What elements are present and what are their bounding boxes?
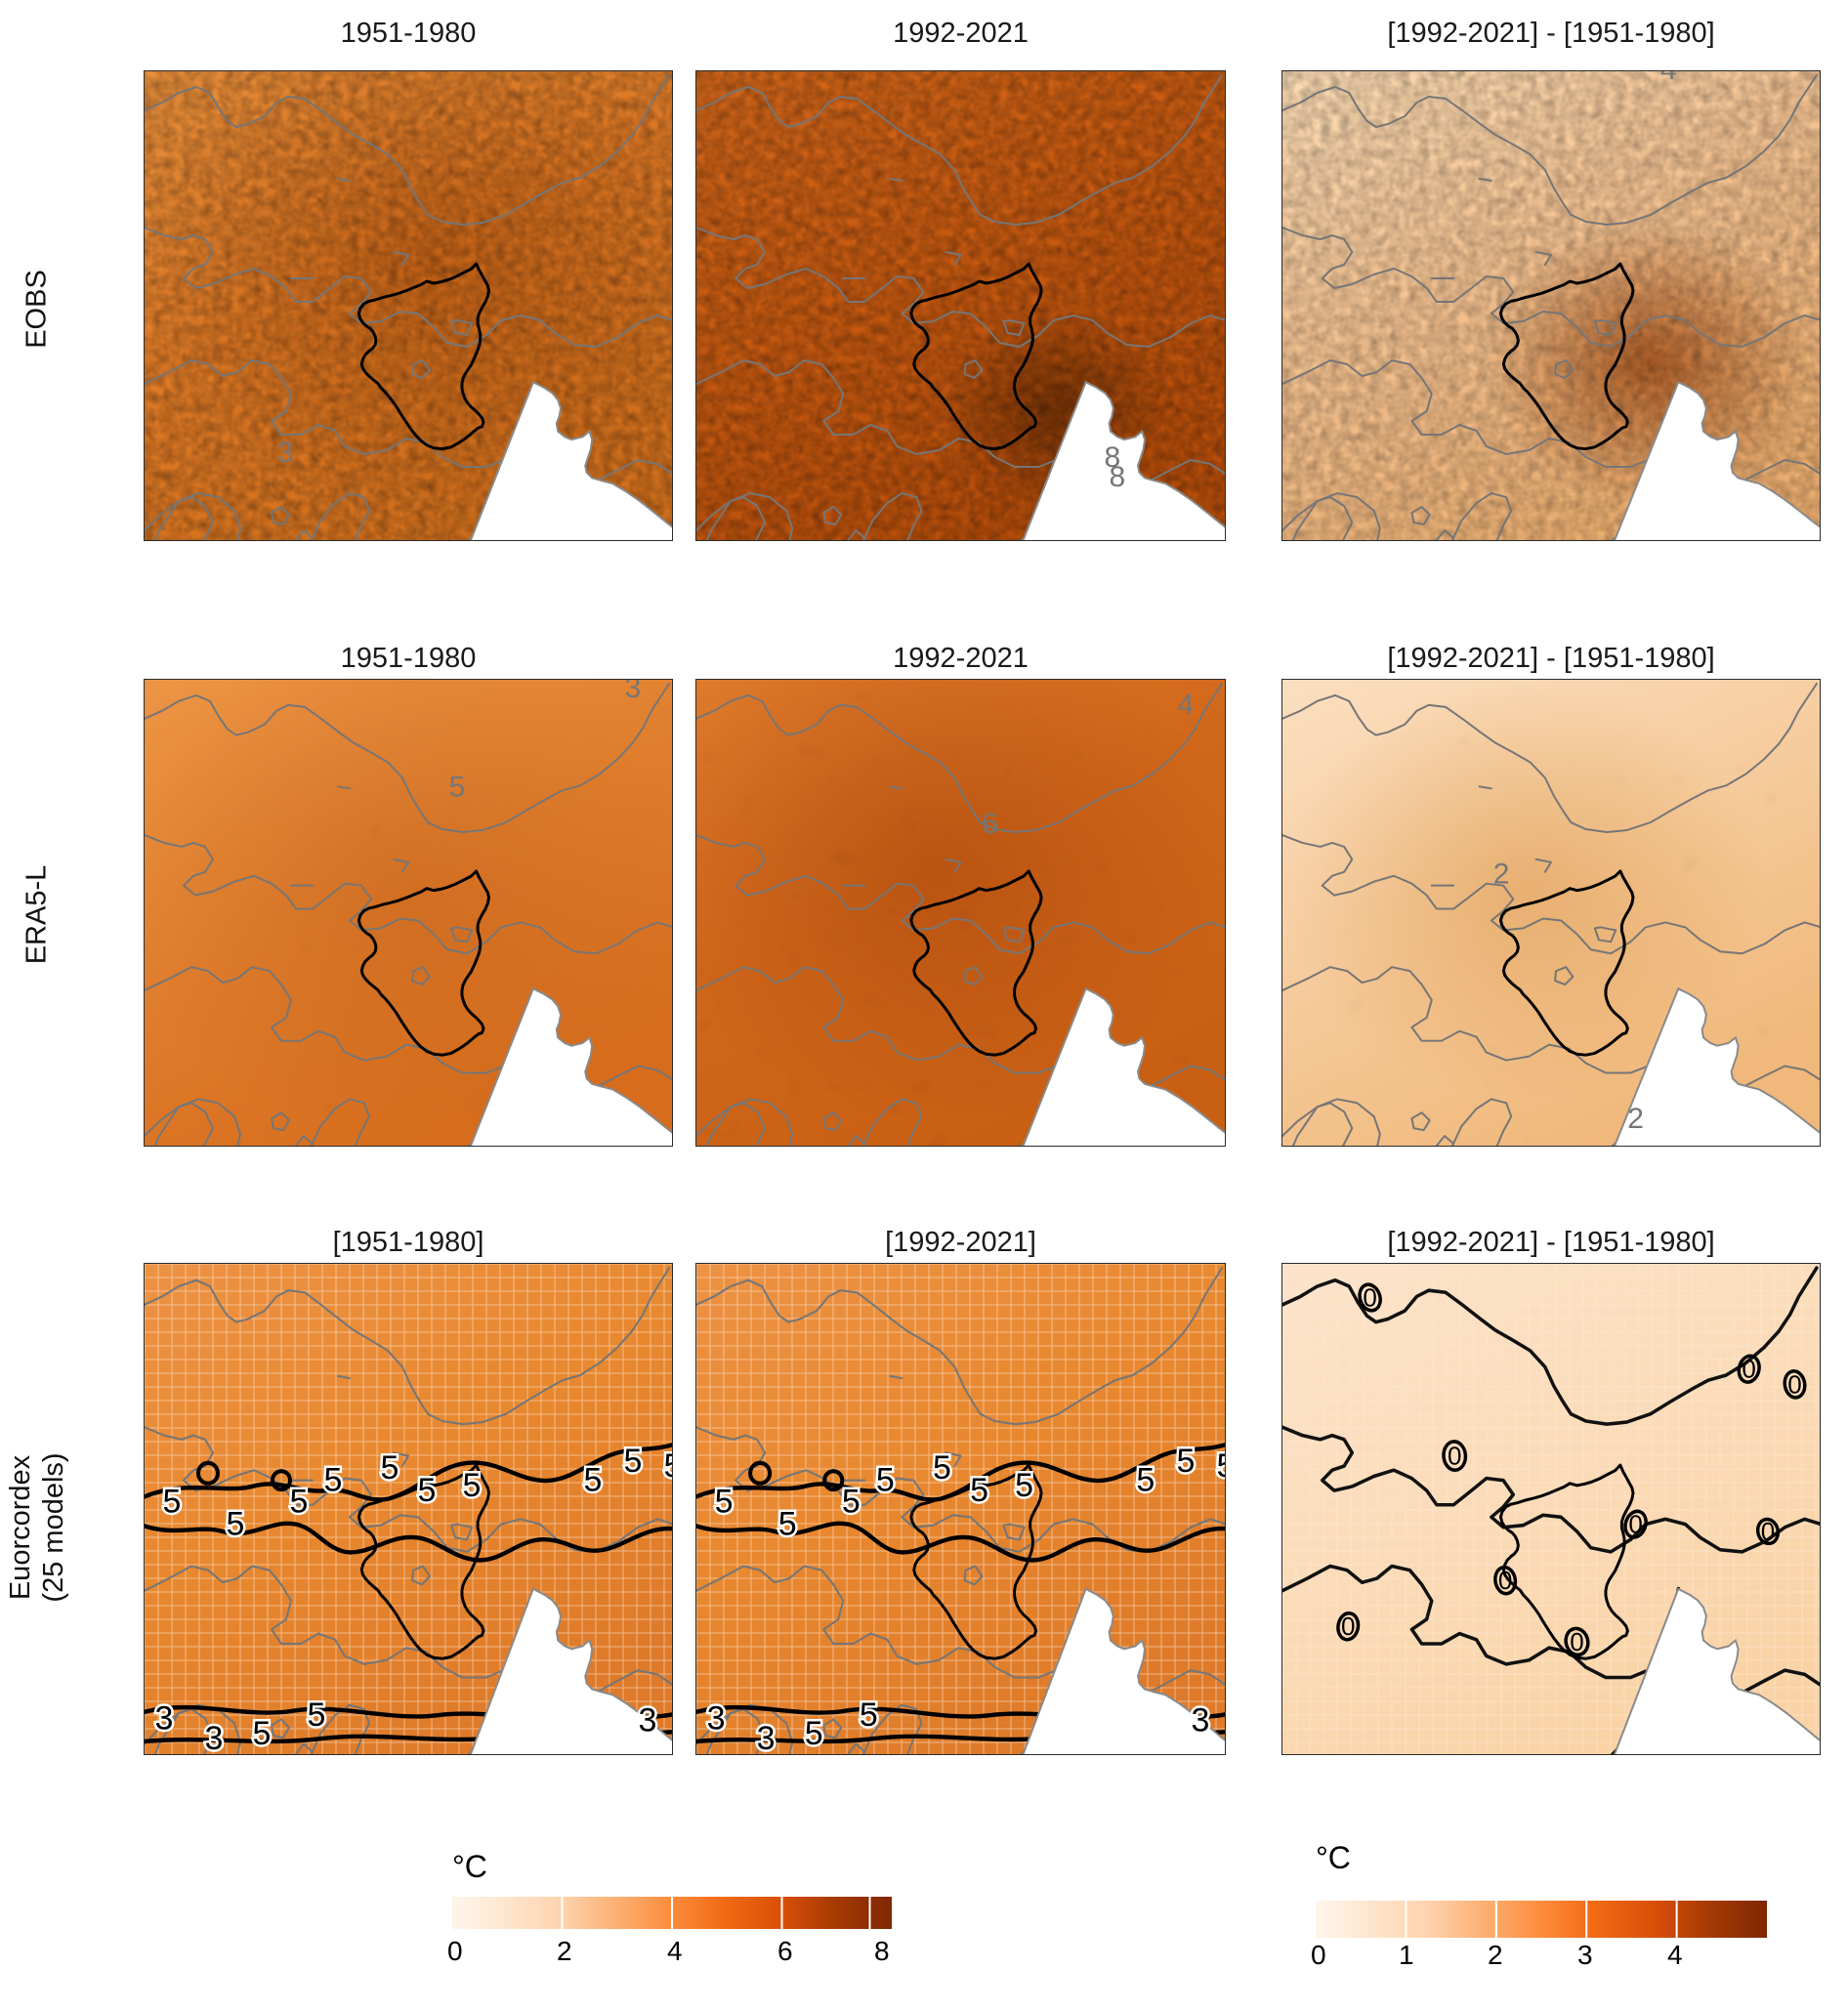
svg-text:5: 5 bbox=[324, 1462, 343, 1499]
svg-text:4: 4 bbox=[1660, 71, 1677, 86]
svg-text:5: 5 bbox=[933, 1449, 951, 1487]
svg-text:2: 2 bbox=[1627, 1103, 1644, 1135]
svg-text:5: 5 bbox=[449, 771, 466, 803]
svg-text:4: 4 bbox=[1178, 689, 1195, 721]
svg-text:5: 5 bbox=[805, 1715, 823, 1752]
svg-text:0: 0 bbox=[1742, 1355, 1755, 1384]
svg-text:0: 0 bbox=[1341, 1612, 1355, 1641]
svg-text:5: 5 bbox=[227, 1506, 245, 1543]
svg-text:5: 5 bbox=[253, 1715, 272, 1752]
svg-text:5: 5 bbox=[308, 1697, 326, 1734]
svg-text:5: 5 bbox=[418, 1472, 437, 1509]
svg-text:5: 5 bbox=[715, 1484, 734, 1521]
svg-text:3: 3 bbox=[205, 1720, 224, 1755]
svg-text:0: 0 bbox=[1787, 1369, 1801, 1399]
svg-text:5: 5 bbox=[1217, 1447, 1226, 1485]
svg-text:0: 0 bbox=[1570, 1627, 1583, 1656]
svg-text:5: 5 bbox=[1015, 1467, 1033, 1504]
svg-text:0: 0 bbox=[1628, 1510, 1642, 1539]
svg-text:5: 5 bbox=[163, 1484, 182, 1521]
svg-text:8: 8 bbox=[1109, 461, 1125, 493]
svg-text:5: 5 bbox=[381, 1449, 399, 1487]
svg-text:3: 3 bbox=[1191, 1701, 1209, 1739]
svg-text:3: 3 bbox=[625, 680, 642, 704]
svg-text:6: 6 bbox=[982, 808, 998, 840]
svg-text:5: 5 bbox=[463, 1467, 482, 1504]
svg-text:5: 5 bbox=[860, 1697, 878, 1734]
svg-text:0: 0 bbox=[1498, 1566, 1512, 1595]
svg-text:5: 5 bbox=[584, 1462, 603, 1499]
svg-text:5: 5 bbox=[876, 1462, 895, 1499]
svg-text:5: 5 bbox=[778, 1506, 797, 1543]
svg-text:3: 3 bbox=[757, 1720, 776, 1755]
svg-text:0: 0 bbox=[1363, 1283, 1376, 1313]
svg-text:5: 5 bbox=[664, 1447, 673, 1485]
svg-text:5: 5 bbox=[1176, 1443, 1195, 1480]
svg-text:0: 0 bbox=[1448, 1442, 1461, 1471]
svg-text:5: 5 bbox=[624, 1443, 643, 1480]
svg-text:3: 3 bbox=[639, 1701, 657, 1739]
svg-text:2: 2 bbox=[1493, 859, 1510, 891]
svg-text:3: 3 bbox=[277, 437, 294, 469]
svg-text:0: 0 bbox=[1761, 1517, 1775, 1546]
svg-text:5: 5 bbox=[1136, 1462, 1155, 1499]
svg-text:5: 5 bbox=[842, 1484, 861, 1521]
svg-text:5: 5 bbox=[970, 1472, 988, 1509]
svg-text:5: 5 bbox=[290, 1484, 309, 1521]
svg-text:3: 3 bbox=[155, 1699, 174, 1737]
svg-text:3: 3 bbox=[707, 1699, 726, 1737]
